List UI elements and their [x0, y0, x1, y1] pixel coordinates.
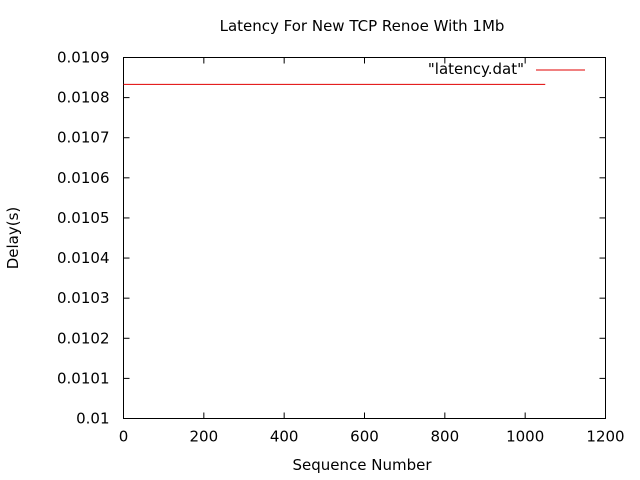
y-tick-label-7: 0.0107	[57, 129, 110, 147]
x-tick-label-3: 600	[350, 428, 379, 446]
y-tick-label-0: 0.01	[76, 410, 109, 428]
y-tick-label-6: 0.0106	[57, 169, 110, 187]
y-tick-label-3: 0.0103	[57, 289, 110, 307]
x-tick-label-5: 1000	[506, 428, 544, 446]
y-axis-label: Delay(s)	[4, 207, 22, 270]
legend: "latency.dat"	[428, 60, 585, 78]
y-tick-label-4: 0.0104	[57, 249, 110, 267]
x-tick-label-0: 0	[119, 428, 129, 446]
x-tick-label-6: 1200	[586, 428, 624, 446]
y-axis: 0.01 0.0101 0.0102 0.0103 0.0104 0.0105 0.0106…	[57, 49, 606, 428]
x-tick-label-4: 800	[431, 428, 460, 446]
y-tick-label-1: 0.0101	[57, 369, 110, 387]
chart-title: Latency For New TCP Renoe With 1Mb	[220, 17, 505, 35]
x-axis-label: Sequence Number	[292, 456, 432, 474]
y-tick-label-8: 0.0108	[57, 89, 110, 107]
x-tick-label-1: 200	[190, 428, 219, 446]
y-tick-label-2: 0.0102	[57, 329, 110, 347]
x-axis: 0 200 400 600 800 1000 1200	[119, 57, 625, 446]
legend-label-latency-dat: "latency.dat"	[428, 60, 524, 78]
x-tick-label-2: 400	[270, 428, 299, 446]
y-tick-label-5: 0.0105	[57, 209, 110, 227]
y-tick-label-9: 0.0109	[57, 49, 110, 67]
plot-frame	[123, 57, 606, 419]
